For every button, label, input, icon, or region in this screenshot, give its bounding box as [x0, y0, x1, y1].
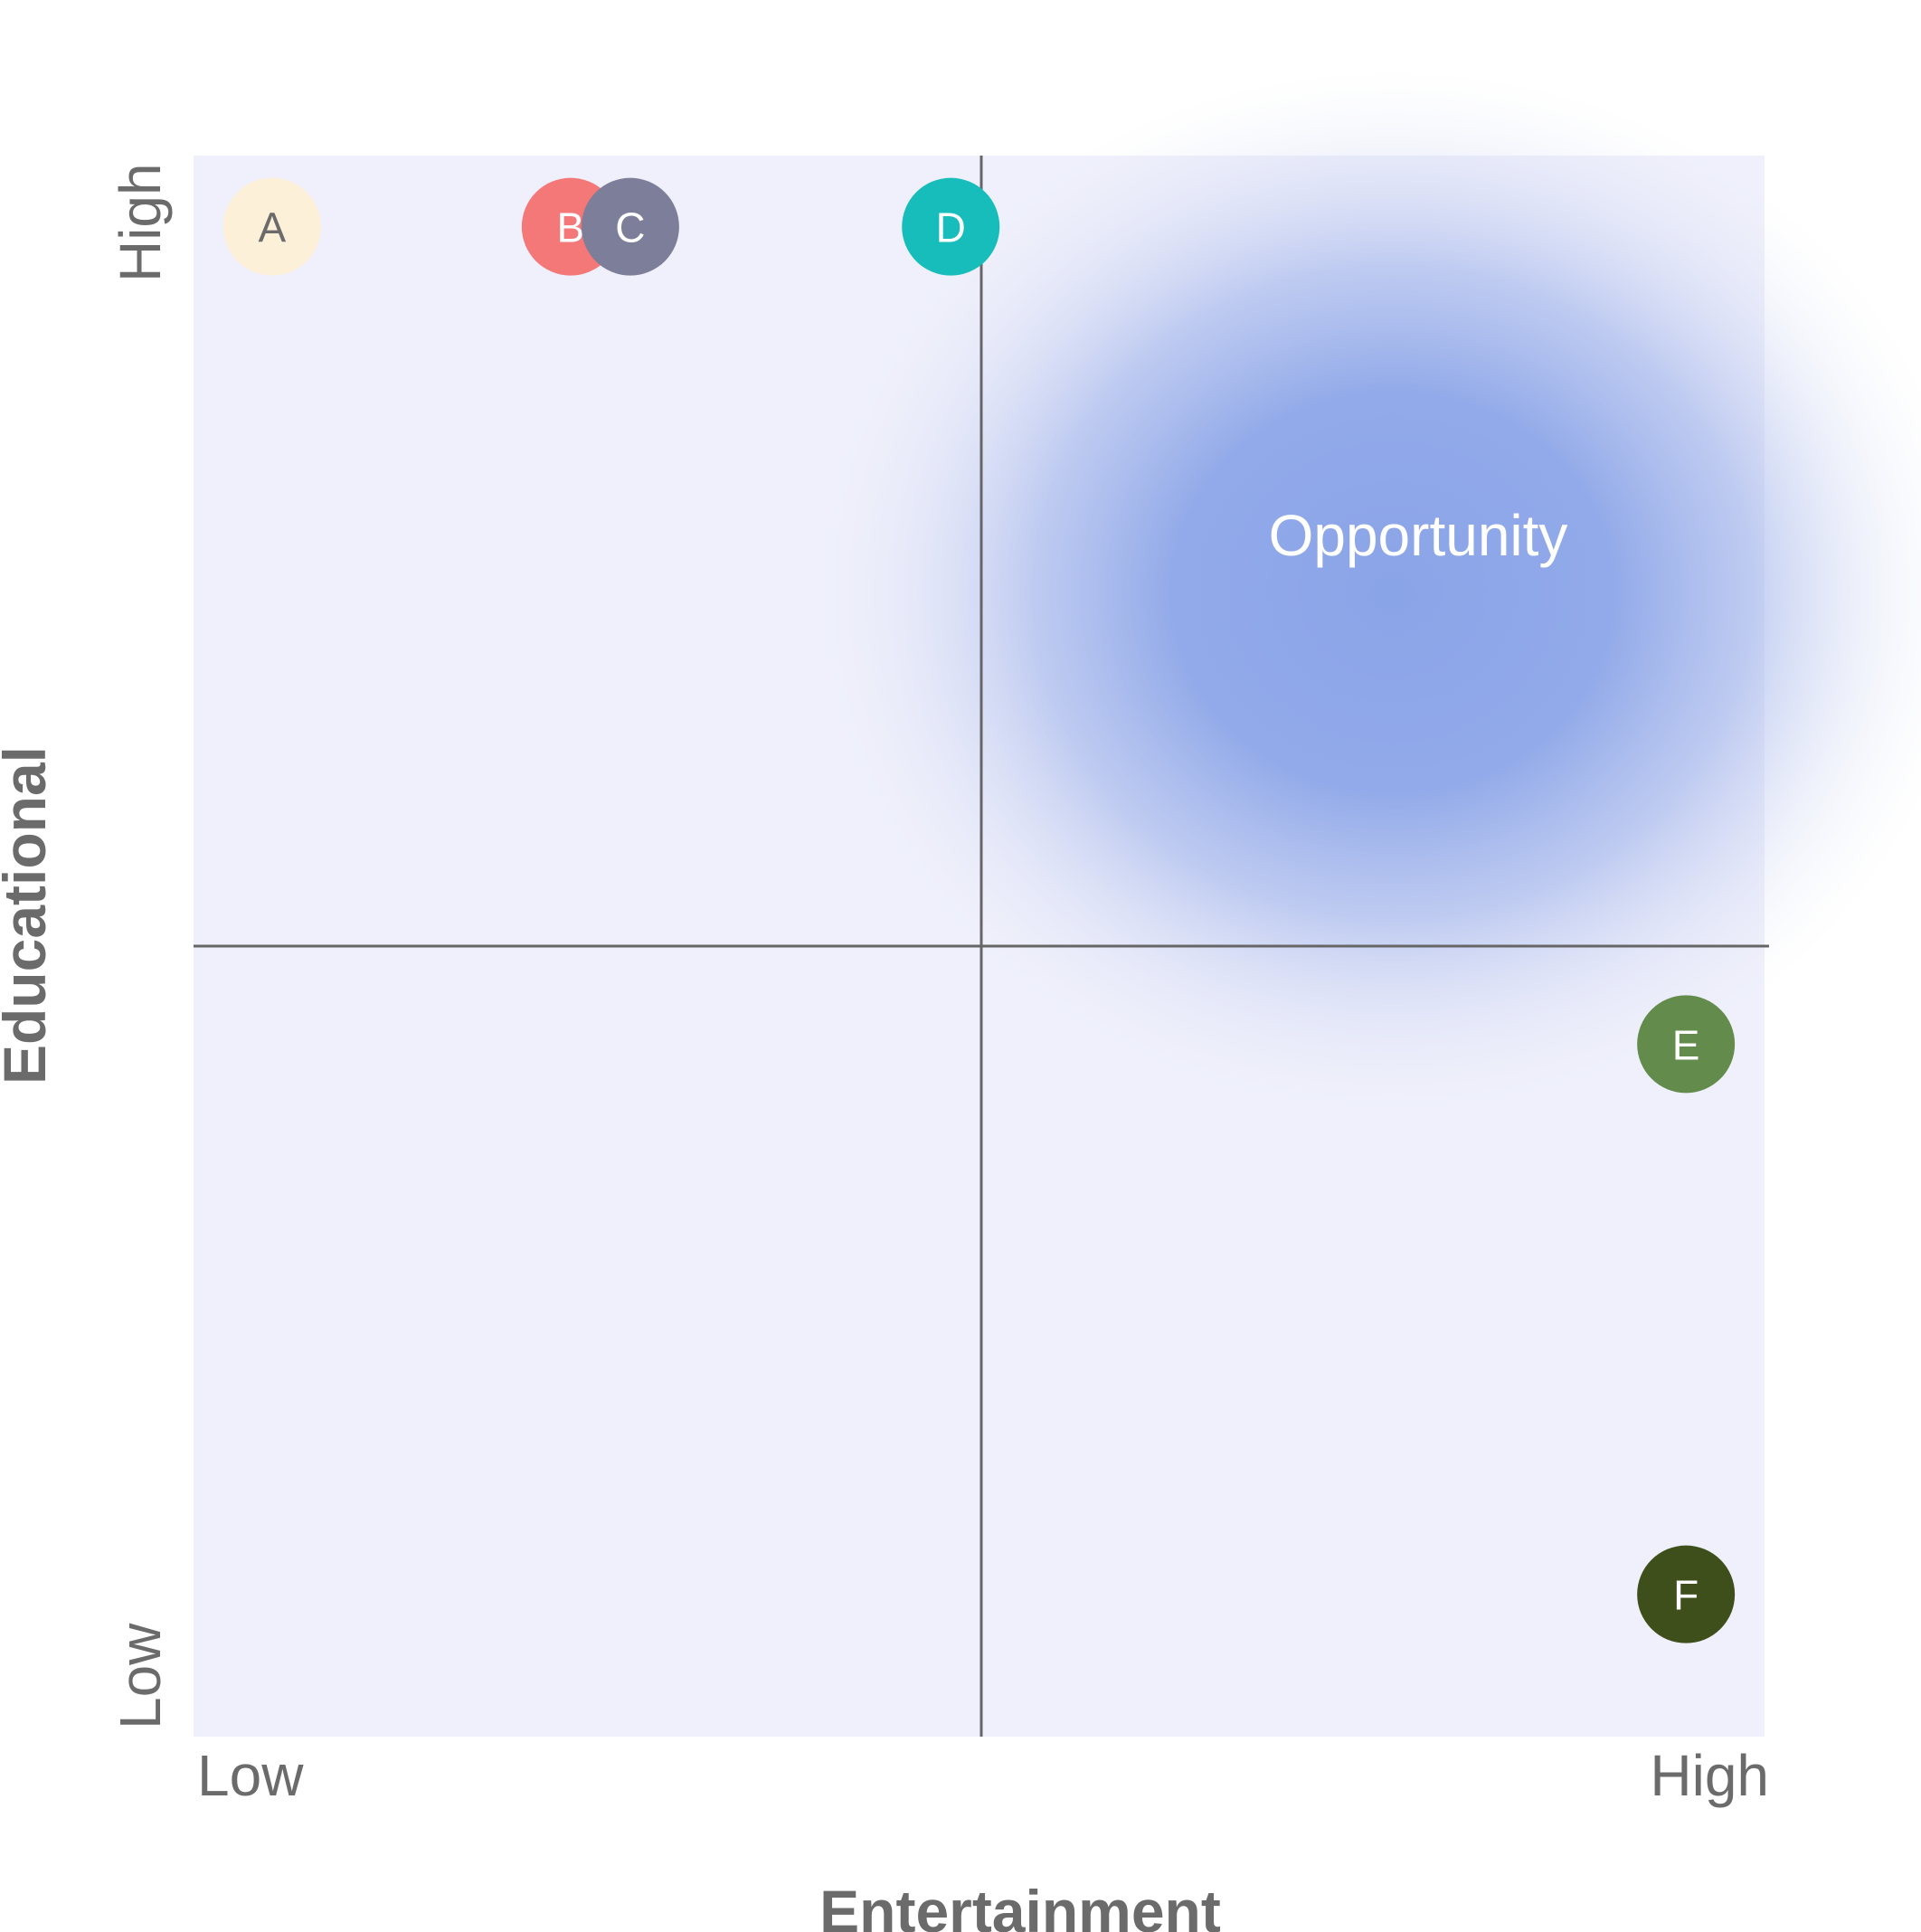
data-point-marker	[581, 177, 679, 276]
data-points: A B C D E F	[222, 177, 1736, 1643]
data-point-a: A	[222, 177, 321, 276]
data-point-label: E	[1672, 1021, 1700, 1068]
data-point-marker	[1637, 1545, 1736, 1643]
x-tick-low: Low	[197, 1743, 304, 1808]
data-point-marker	[222, 177, 321, 276]
data-point-d: D	[902, 177, 1000, 276]
y-tick-high: High	[108, 163, 173, 282]
data-point-label: A	[259, 204, 287, 251]
data-point-marker	[902, 177, 1000, 276]
y-tick-low: Low	[108, 1623, 173, 1729]
data-point-label: C	[615, 204, 645, 251]
x-axis-title: Entertainment	[819, 1878, 1221, 1932]
data-point-f: F	[1637, 1545, 1736, 1643]
data-point-marker	[1637, 995, 1736, 1094]
data-point-c: C	[581, 177, 679, 276]
data-point-label: F	[1673, 1572, 1699, 1619]
data-point-label: D	[936, 204, 966, 251]
y-axis-title: Educational	[0, 746, 58, 1084]
opportunity-highlight	[814, 68, 1921, 1117]
data-point-e: E	[1637, 995, 1736, 1094]
data-point-label: B	[557, 204, 585, 251]
opportunity-label: Opportunity	[1269, 503, 1568, 568]
x-tick-high: High	[1650, 1743, 1769, 1808]
